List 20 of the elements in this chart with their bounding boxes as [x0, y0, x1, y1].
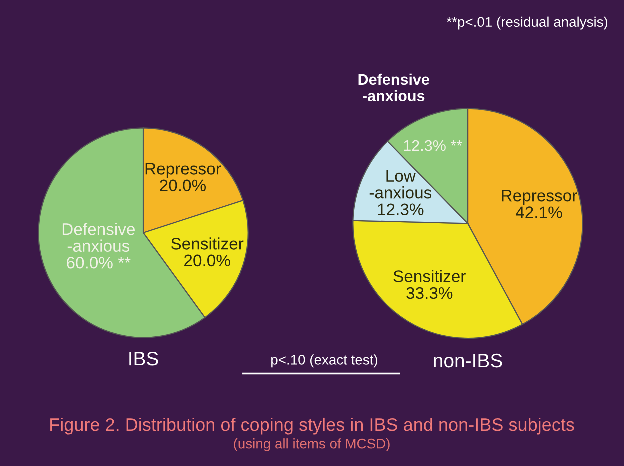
slice-label: Sensitizer — [172, 238, 244, 250]
text: IBS — [130, 352, 158, 366]
data-label: 20.0% — [160, 180, 206, 192]
slice-label: Defensive -anxious — [358, 74, 430, 102]
text: (using all items of MCSD) — [234, 438, 390, 452]
text: non-IBS — [434, 354, 502, 368]
slice-label: Low -anxious — [370, 170, 432, 199]
slice-label: Defensive -anxious — [62, 223, 135, 252]
caption: Figure 2. Distribution of coping styles in IBS and non-IBS subjects — [50, 418, 574, 435]
slice-label: Sensitizer — [394, 270, 466, 282]
text: p<.10 (exact test) — [272, 354, 378, 368]
slice-label: Repressor — [502, 190, 578, 206]
data-label: 12.3% — [378, 204, 424, 216]
data-label: 12.3% ** — [404, 140, 462, 152]
text: **p<.01 (residual analysis) — [446, 16, 608, 30]
data-label: 60.0% ** — [67, 256, 131, 269]
data-label: 33.3% — [406, 287, 453, 300]
data-label: 42.1% — [516, 206, 562, 218]
slice-label: Repressor — [146, 163, 222, 178]
data-label: 20.0% — [184, 254, 230, 267]
